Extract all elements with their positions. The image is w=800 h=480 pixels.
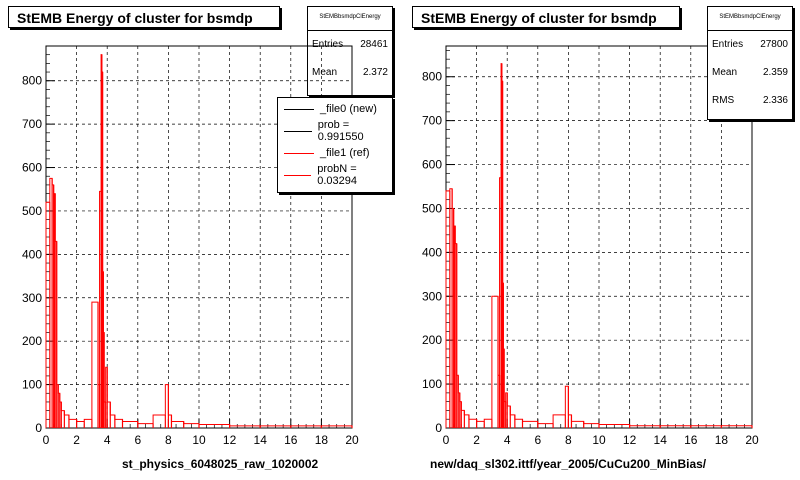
stats-rms-row: RMS 2.336 xyxy=(708,87,792,115)
x-tick-label: 20 xyxy=(345,433,359,447)
x-axis-label: st_physics_6048025_raw_1020002 xyxy=(122,457,319,471)
x-tick-label: 14 xyxy=(654,433,668,447)
y-tick-label: 700 xyxy=(422,114,442,128)
y-tick-label: 300 xyxy=(422,289,442,303)
stats-mean-value: 2.359 xyxy=(762,67,788,78)
y-tick-label: 400 xyxy=(22,247,42,261)
y-tick-label: 200 xyxy=(22,334,42,348)
stats-rms-label: RMS xyxy=(712,95,735,106)
legend-label: probN = 0.03294 xyxy=(317,163,358,187)
y-tick-label: 0 xyxy=(35,421,42,435)
x-tick-label: 20 xyxy=(745,433,759,447)
legend-swatch xyxy=(284,108,314,110)
chart-title: StEMB Energy of cluster for bsmdp xyxy=(412,6,680,28)
x-tick-label: 6 xyxy=(534,433,541,447)
x-tick-label: 2 xyxy=(473,433,480,447)
y-tick-label: 800 xyxy=(22,74,42,88)
stats-entries-row: Entries 27800 xyxy=(708,31,792,59)
x-tick-label: 18 xyxy=(315,433,329,447)
stats-entries-label: Entries xyxy=(712,39,744,50)
x-tick-label: 4 xyxy=(104,433,111,447)
stats-mean-value: 2.372 xyxy=(362,67,388,78)
stats-mean-row: Mean 2.372 xyxy=(308,59,392,87)
x-tick-label: 16 xyxy=(684,433,698,447)
legend-swatch xyxy=(284,130,312,132)
y-tick-label: 600 xyxy=(422,158,442,172)
legend-swatch xyxy=(284,174,312,176)
chart-title: StEMB Energy of cluster for bsmdp xyxy=(8,6,280,28)
legend-item: prob = 0.991550 xyxy=(278,119,392,143)
stats-mean-label: Mean xyxy=(712,67,738,78)
stats-hist-name: StEMBbsmdpClEnergy xyxy=(708,7,792,31)
y-tick-label: 400 xyxy=(422,245,442,259)
x-tick-label: 8 xyxy=(565,433,572,447)
y-tick-label: 500 xyxy=(22,204,42,218)
x-axis-label: new/daq_sl302.ittf/year_2005/CuCu200_Min… xyxy=(430,457,707,471)
y-tick-label: 700 xyxy=(22,117,42,131)
x-tick-label: 18 xyxy=(715,433,729,447)
y-tick-label: 800 xyxy=(422,70,442,84)
chart-title-text: StEMB Energy of cluster for bsmdp xyxy=(421,10,657,26)
legend: _file0 (new) prob = 0.991550 _file1 (ref… xyxy=(277,97,393,193)
x-tick-label: 2 xyxy=(73,433,80,447)
x-tick-label: 12 xyxy=(223,433,237,447)
x-tick-label: 8 xyxy=(165,433,172,447)
y-tick-label: 300 xyxy=(22,291,42,305)
stats-box: StEMBbsmdpClEnergy Entries 27800 Mean 2.… xyxy=(707,6,793,120)
x-tick-label: 10 xyxy=(192,433,206,447)
legend-item: _file1 (ref) xyxy=(278,142,392,164)
stats-entries-label: Entries xyxy=(312,39,344,50)
y-tick-label: 0 xyxy=(435,421,442,435)
x-tick-label: 12 xyxy=(623,433,637,447)
x-tick-label: 4 xyxy=(504,433,511,447)
x-tick-label: 6 xyxy=(134,433,141,447)
legend-item: probN = 0.03294 xyxy=(278,163,392,187)
y-tick-label: 100 xyxy=(22,378,42,392)
legend-swatch xyxy=(284,152,314,154)
y-tick-label: 500 xyxy=(422,201,442,215)
stats-rms-value: 2.336 xyxy=(762,95,788,106)
x-tick-label: 16 xyxy=(284,433,298,447)
y-tick-label: 600 xyxy=(22,161,42,175)
stats-mean-label: Mean xyxy=(312,67,338,78)
legend-label: _file0 (new) xyxy=(320,103,377,115)
y-tick-label: 200 xyxy=(422,333,442,347)
stats-mean-row: Mean 2.359 xyxy=(708,59,792,87)
legend-item: _file0 (new) xyxy=(278,98,392,120)
legend-label: _file1 (ref) xyxy=(320,147,370,159)
legend-label: prob = 0.991550 xyxy=(317,119,364,143)
x-tick-label: 0 xyxy=(43,433,50,447)
stats-box: StEMBbsmdpClEnergy Entries 28461 Mean 2.… xyxy=(307,6,393,96)
x-tick-label: 14 xyxy=(254,433,268,447)
chart-title-text: StEMB Energy of cluster for bsmdp xyxy=(17,10,253,26)
x-tick-label: 0 xyxy=(443,433,450,447)
stats-entries-value: 27800 xyxy=(760,39,788,50)
stats-entries-row: Entries 28461 xyxy=(308,31,392,59)
y-tick-label: 100 xyxy=(422,377,442,391)
x-tick-label: 10 xyxy=(592,433,606,447)
stats-hist-name: StEMBbsmdpClEnergy xyxy=(308,7,392,31)
stats-entries-value: 28461 xyxy=(360,39,388,50)
